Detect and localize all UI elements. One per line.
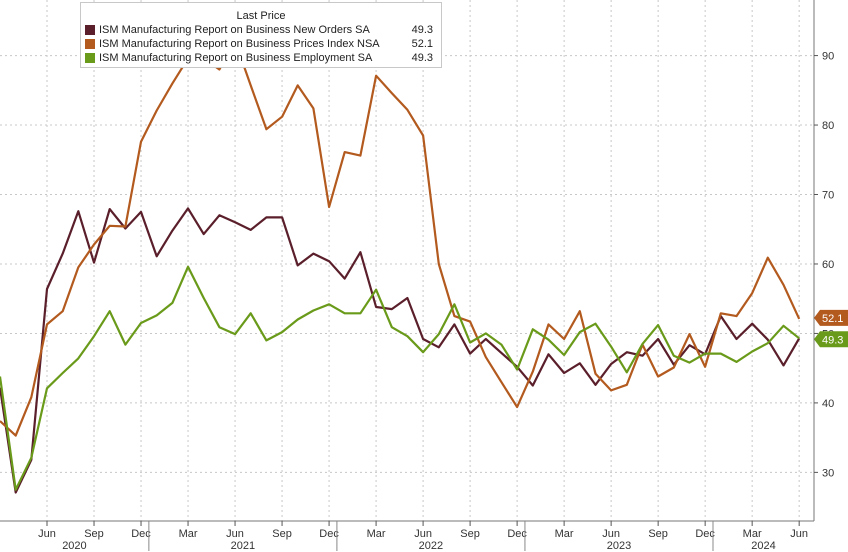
x-year-label: 2022 bbox=[419, 540, 443, 552]
legend: Last Price ISM Manufacturing Report on B… bbox=[80, 2, 442, 68]
last-value-tag-bg bbox=[814, 309, 848, 326]
x-tick-label: Mar bbox=[555, 528, 574, 540]
x-tick-label: Sep bbox=[272, 528, 292, 540]
x-tick-label: Sep bbox=[84, 528, 104, 540]
x-tick-label: Jun bbox=[226, 528, 244, 540]
legend-value-new-orders: 49.3 bbox=[411, 24, 433, 36]
x-year-label: 2020 bbox=[62, 540, 86, 552]
legend-label-employment: ISM Manufacturing Report on Business Emp… bbox=[99, 52, 373, 64]
x-tick-label: Jun bbox=[790, 528, 808, 540]
x-year-label: 2024 bbox=[751, 540, 775, 552]
x-tick-label: Jun bbox=[602, 528, 620, 540]
series-lines bbox=[0, 39, 801, 494]
x-tick-label: Mar bbox=[367, 528, 386, 540]
x-tick-label: Mar bbox=[179, 528, 198, 540]
series-line-employment bbox=[0, 265, 800, 491]
x-tick-label: Jun bbox=[414, 528, 432, 540]
last-value-tag-bg bbox=[814, 331, 848, 348]
y-axis-ticks: 30405060708090 bbox=[814, 51, 834, 479]
y-tick-label: 80 bbox=[822, 120, 834, 132]
last-value-tag-label: 52.1 bbox=[822, 313, 843, 325]
legend-label-prices-index: ISM Manufacturing Report on Business Pri… bbox=[99, 38, 380, 50]
y-tick-label: 30 bbox=[822, 467, 834, 479]
legend-value-prices-index: 52.1 bbox=[411, 38, 433, 50]
series-line-prices-index bbox=[0, 39, 801, 437]
series-line-new-orders bbox=[0, 207, 801, 494]
x-tick-label: Sep bbox=[648, 528, 668, 540]
legend-entry-employment: ISM Manufacturing Report on Business Emp… bbox=[81, 51, 441, 65]
legend-swatch-employment bbox=[85, 53, 95, 63]
last-value-tag-employment: 49.3 bbox=[814, 331, 848, 348]
last-value-markers: 52.1 49.3 bbox=[814, 309, 848, 348]
y-tick-label: 70 bbox=[822, 190, 834, 202]
last-value-tag-prices-index: 52.1 bbox=[814, 309, 848, 326]
legend-swatch-new-orders bbox=[85, 25, 95, 35]
grid-lines bbox=[0, 0, 814, 521]
legend-value-employment: 49.3 bbox=[411, 52, 433, 64]
x-tick-label: Dec bbox=[507, 528, 527, 540]
x-tick-label: Mar bbox=[743, 528, 762, 540]
x-tick-label: Dec bbox=[695, 528, 715, 540]
legend-entry-prices-index: ISM Manufacturing Report on Business Pri… bbox=[81, 37, 441, 51]
legend-title: Last Price bbox=[236, 10, 286, 22]
x-year-label: 2023 bbox=[607, 540, 631, 552]
x-tick-label: Dec bbox=[319, 528, 339, 540]
y-tick-label: 90 bbox=[822, 51, 834, 63]
x-tick-label: Jun bbox=[38, 528, 56, 540]
last-value-tag-label: 49.3 bbox=[822, 334, 843, 346]
y-tick-label: 60 bbox=[822, 259, 834, 271]
x-axis-ticks: Jun Sep Dec Mar Jun Sep Dec Mar Jun Sep Dec Mar Jun S… bbox=[38, 521, 808, 552]
legend-swatch-prices-index bbox=[85, 39, 95, 49]
x-tick-label: Sep bbox=[460, 528, 480, 540]
x-year-label: 2021 bbox=[231, 540, 255, 552]
x-tick-label: Dec bbox=[131, 528, 151, 540]
legend-label-new-orders: ISM Manufacturing Report on Business New… bbox=[99, 24, 370, 36]
legend-entry-new-orders: ISM Manufacturing Report on Business New… bbox=[81, 23, 441, 37]
y-tick-label: 40 bbox=[822, 398, 834, 410]
